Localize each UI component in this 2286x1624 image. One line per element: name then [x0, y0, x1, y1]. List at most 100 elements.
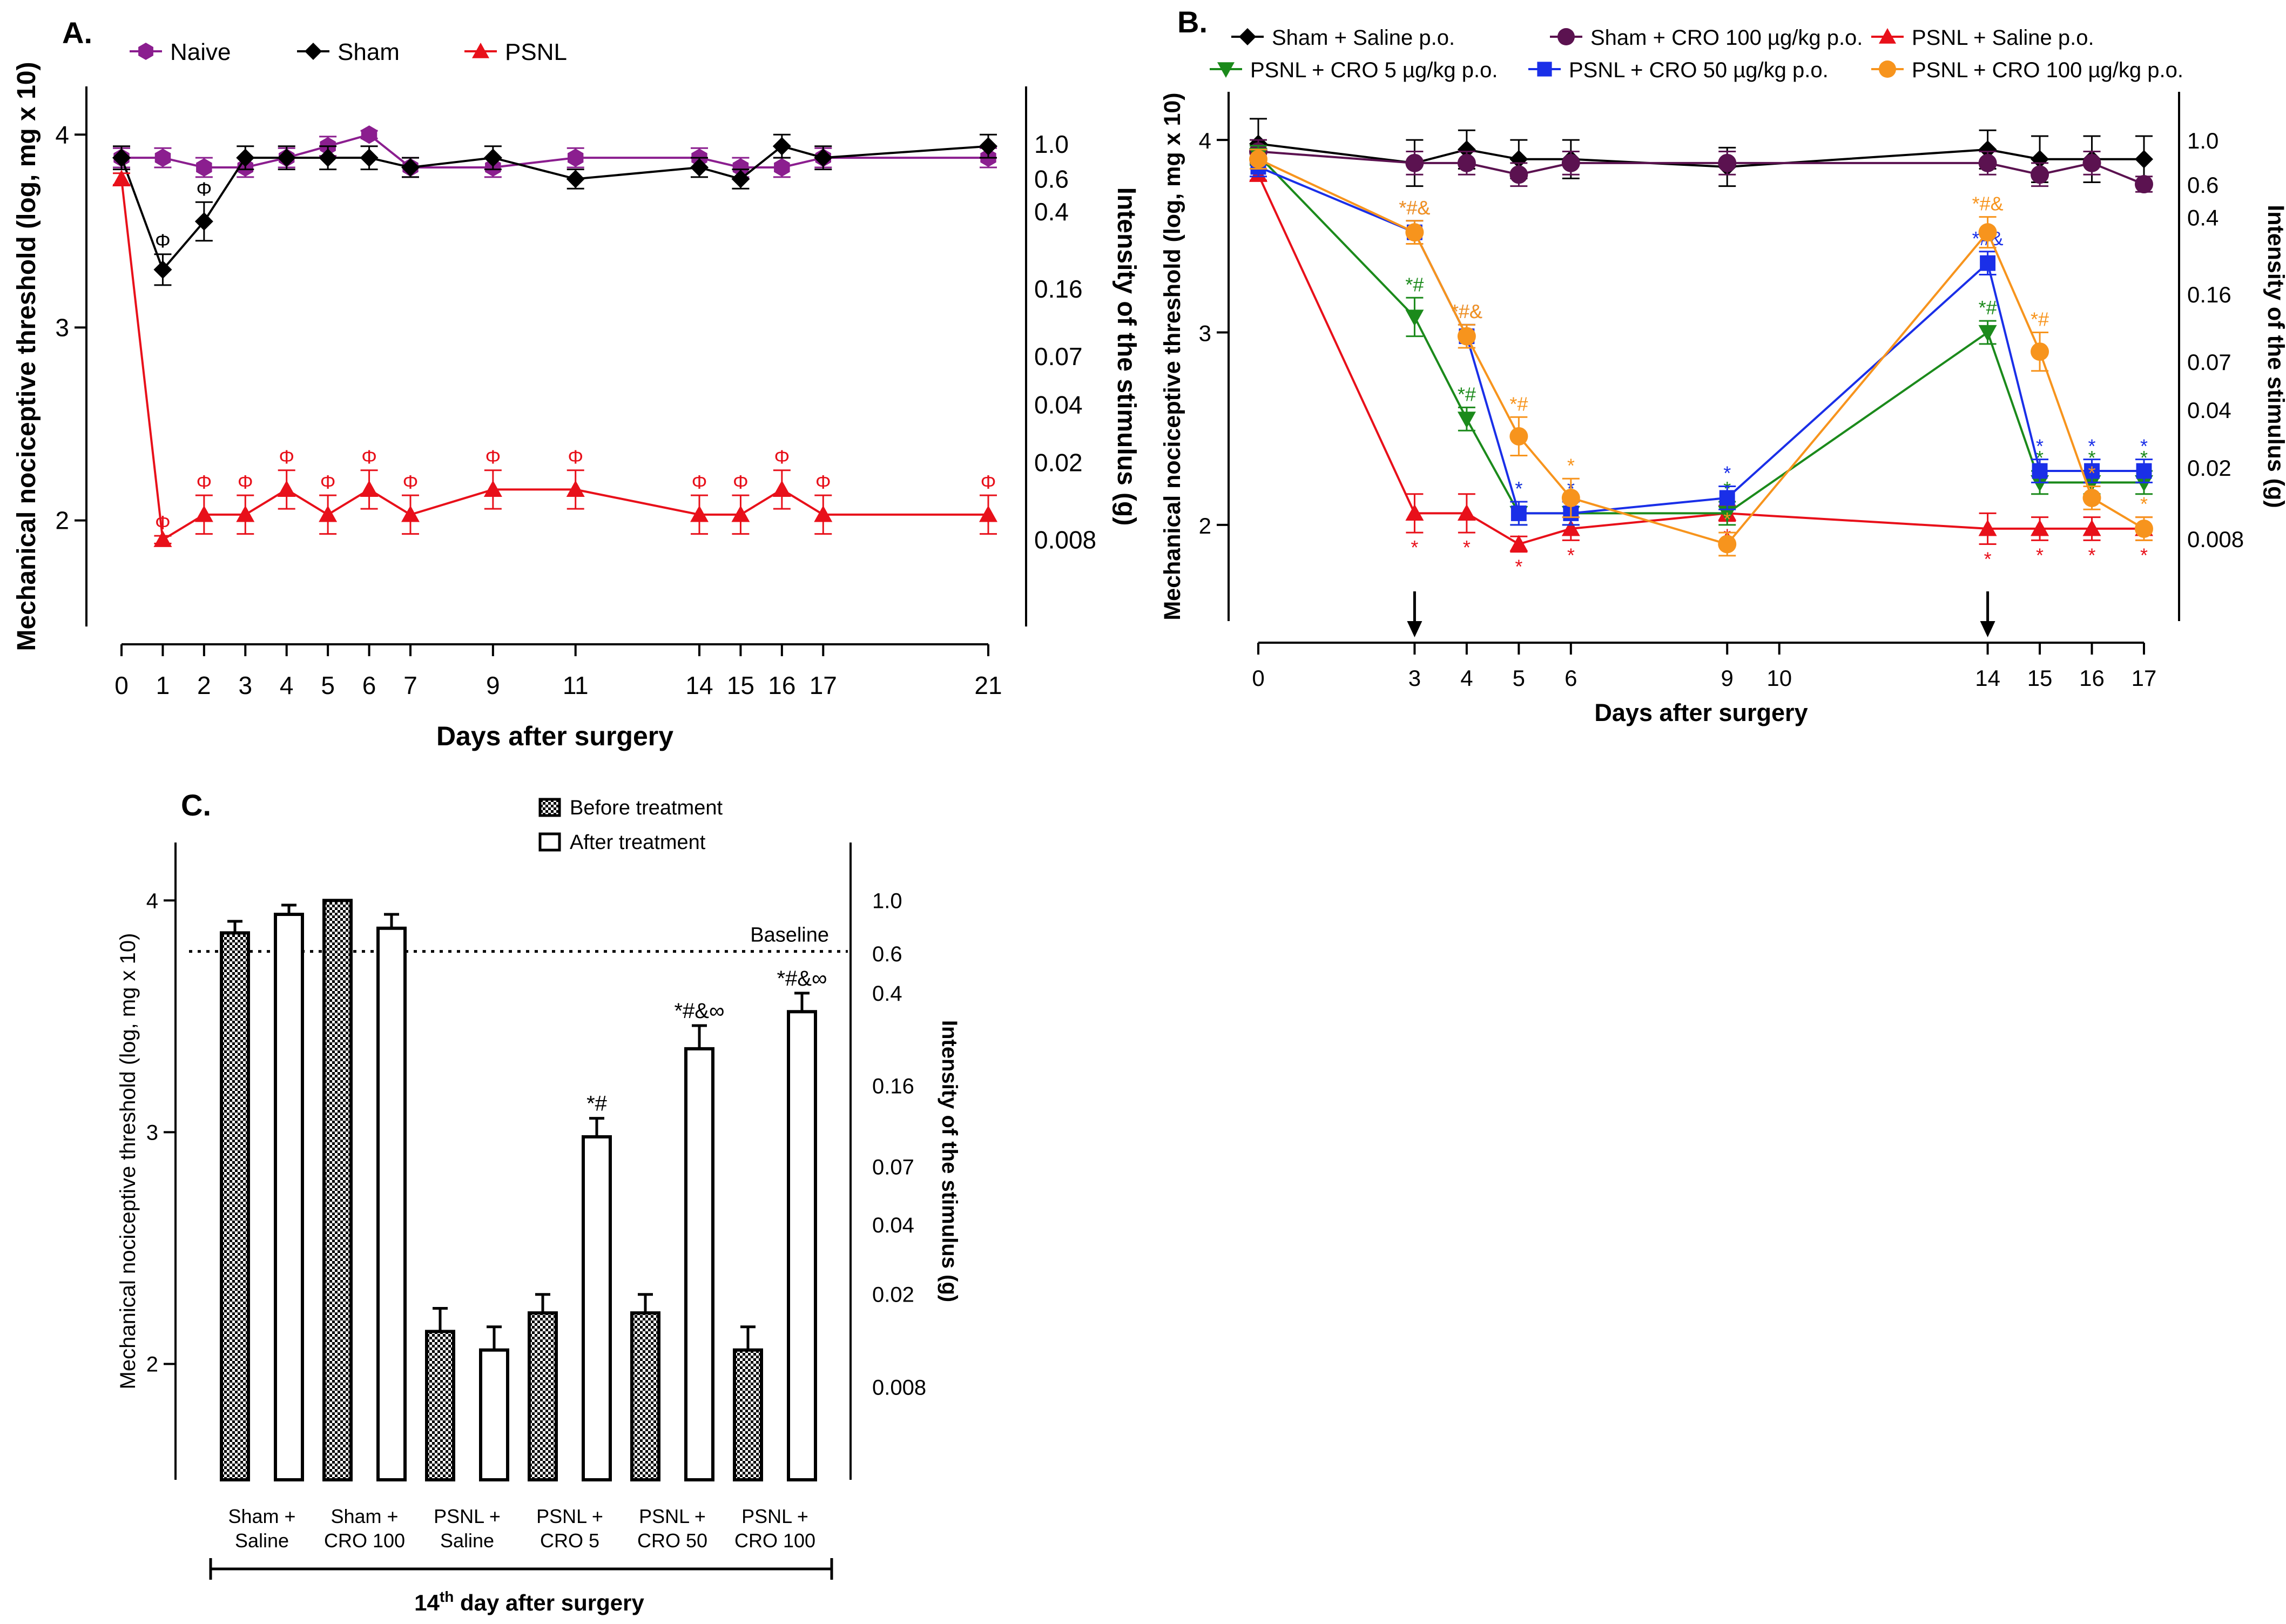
data-point: [277, 480, 296, 497]
y2-tick-label: 0.04: [872, 1214, 914, 1237]
y2-tick-label: 0.07: [872, 1156, 914, 1180]
data-annotation: *: [1515, 477, 1522, 500]
data-point: [236, 505, 255, 522]
legend-label: PSNL + Saline p.o.: [1912, 26, 2094, 50]
y2-tick-label: 1.0: [2187, 128, 2218, 153]
data-annotation: Φ: [238, 471, 253, 493]
series-psnl-cro-100-g-kg-p-o: *#& *#& *# * * *#& *# * *: [1249, 149, 2153, 557]
bar-before-treatment: [322, 899, 353, 1481]
legend-marker: [138, 43, 153, 60]
bar-after-treatment: [274, 913, 304, 1481]
data-annotation: Φ: [196, 178, 212, 200]
y2-tick-label: 0.4: [872, 982, 902, 1006]
data-point: [319, 149, 338, 167]
data-point: [196, 158, 212, 177]
category-label-line2: CRO 50: [637, 1529, 707, 1552]
series-line: [1258, 158, 2145, 545]
legend-item-sham-saline-p-o: Sham + Saline p.o.: [1231, 26, 1455, 50]
data-annotation: *: [2036, 544, 2044, 566]
series-line: [1257, 154, 2144, 515]
legend-marker: [1537, 62, 1552, 77]
data-annotation: *: [1515, 556, 1522, 578]
y-tick-label: 3: [146, 1121, 158, 1144]
y-tick-label: 2: [146, 1352, 158, 1376]
data-annotation: *: [2088, 435, 2096, 457]
data-annotation: Φ: [155, 511, 171, 534]
data-annotation: *: [2088, 462, 2096, 484]
legend-item-sham-cro-100-g-kg-p-o: Sham + CRO 100 µg/kg p.o.: [1550, 26, 1863, 50]
y2-tick-label: 0.008: [1034, 525, 1096, 554]
legend-item-psnl-cro-5-g-kg-p-o: PSNL + CRO 5 µg/kg p.o.: [1210, 58, 1498, 82]
x-tick-label: 15: [2027, 665, 2053, 691]
data-point: [772, 480, 791, 497]
data-annotation: *: [2088, 544, 2096, 566]
y2-tick-label: 0.16: [1034, 275, 1083, 303]
data-point: [1561, 519, 1580, 536]
data-point: [2082, 475, 2101, 492]
data-annotation: *#: [1509, 393, 1528, 415]
data-point: [1718, 535, 1737, 554]
data-point: [194, 505, 213, 522]
data-point: [1509, 535, 1528, 552]
x-tick-label: 3: [1408, 665, 1421, 691]
legend-item-psnl: PSNL: [464, 39, 567, 65]
series-psnl: Φ Φ Φ Φ Φ Φ Φ Φ Φ Φ Φ Φ Φ Φ: [112, 170, 997, 547]
panel-c: C. 2 3 4 1.0 0.6 0.4 0.16 0.07 0.04 0.02 0.008 Mecha…: [116, 788, 961, 1615]
panel-b: B. 2 3 4 1.0 0.6 0.4 0.16 0.07 0.04 0.02 0.008 0 3 4 5 6…: [1159, 5, 2286, 726]
bar-after-treatment: [479, 1348, 509, 1481]
data-point: [1718, 153, 1737, 172]
bar-after-treatment: [684, 1047, 714, 1481]
data-point: [1405, 504, 1424, 521]
legend-swatch: [538, 832, 561, 852]
y2-tick-label: 1.0: [1034, 130, 1069, 158]
y2-tick-label: 0.02: [2187, 455, 2231, 481]
y-tick-label: 2: [1199, 513, 1211, 538]
x-tick-label: 6: [362, 671, 376, 699]
category-label-line1: PSNL +: [536, 1505, 603, 1527]
data-point: [1978, 223, 1997, 242]
data-point: [2031, 165, 2049, 184]
data-point: [1405, 153, 1424, 172]
category-label-line2: CRO 100: [324, 1529, 405, 1552]
legend-label: After treatment: [570, 831, 706, 854]
x-axis-label: Days after surgery: [1594, 699, 1808, 726]
x-axis-label-text: day after surgery: [454, 1590, 644, 1615]
x-tick-label: 11: [563, 671, 589, 699]
bar-before-treatment: [733, 1348, 763, 1481]
legend-item-naive: Naive: [130, 39, 231, 65]
data-point: [361, 125, 377, 144]
data-annotation: Φ: [320, 471, 336, 493]
data-point: [2082, 519, 2101, 536]
data-annotation: Φ: [361, 446, 377, 468]
y2-axis-label: Intensity of the stimulus (g): [1112, 187, 1141, 526]
y2-tick-label: 0.02: [1034, 448, 1083, 476]
data-point: [483, 480, 502, 497]
category-label-line1: Sham +: [228, 1505, 295, 1527]
category-label-line1: PSNL +: [434, 1505, 501, 1527]
y2-tick-label: 1.0: [872, 889, 902, 913]
x-tick-label: 4: [1460, 665, 1473, 691]
y2-tick-label: 0.6: [1034, 165, 1069, 193]
x-axis-label-superscript: th: [440, 1588, 454, 1605]
data-point: [112, 170, 131, 187]
data-point: [1405, 309, 1424, 326]
data-annotation: *: [1723, 462, 1731, 484]
data-annotation: *: [2140, 493, 2148, 515]
data-point: [360, 480, 379, 497]
legend-swatch: [538, 798, 561, 817]
y-axis-label: Mechanical nociceptive threshold (log, m…: [12, 62, 41, 651]
data-annotation: *#&: [1972, 193, 2004, 215]
legend-marker: [1239, 28, 1256, 45]
legend-item-psnl-saline-p-o: PSNL + Saline p.o.: [1871, 26, 2094, 50]
data-point: [2135, 175, 2153, 194]
legend-item-psnl-cro-50-g-kg-p-o: PSNL + CRO 50 µg/kg p.o.: [1528, 58, 1829, 82]
data-point: [1509, 165, 1528, 184]
data-point: [2082, 153, 2101, 172]
x-tick-label: 14: [1975, 665, 2000, 691]
data-annotation: *: [2036, 435, 2044, 457]
data-point: [236, 149, 255, 167]
data-point: [690, 158, 709, 177]
bar-before-treatment: [220, 931, 250, 1481]
legend-marker: [1879, 60, 1896, 78]
